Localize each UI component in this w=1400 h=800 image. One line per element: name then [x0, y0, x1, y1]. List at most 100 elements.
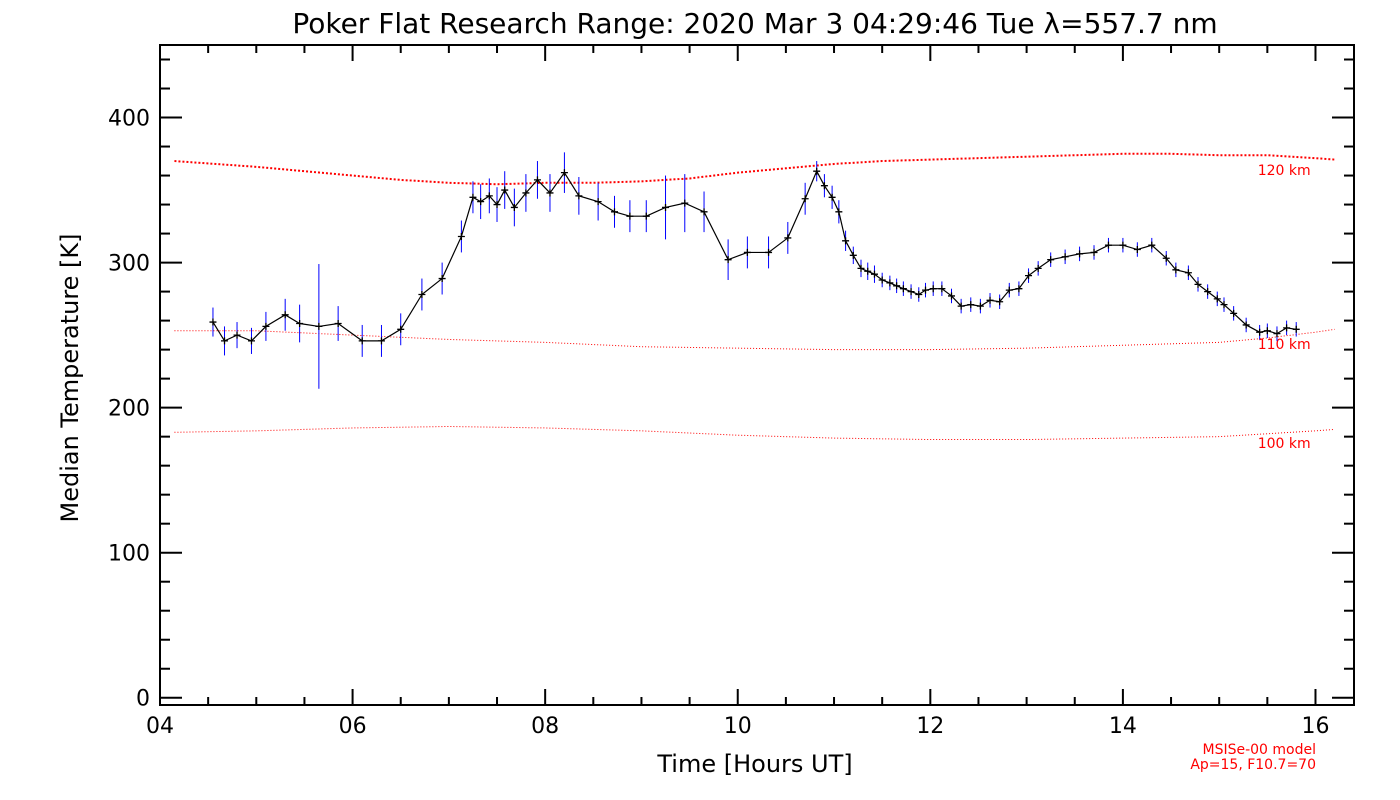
data-point-marker — [828, 193, 836, 201]
data-point-marker — [700, 208, 708, 216]
data-point-marker — [835, 208, 843, 216]
data-point-marker — [1230, 309, 1238, 317]
data-point-marker — [681, 199, 689, 207]
data-point-marker — [986, 296, 994, 304]
model-note-line1: MSISe-00 model — [1202, 742, 1316, 758]
data-point-marker — [1263, 327, 1271, 335]
data-point-marker — [1194, 280, 1202, 288]
data-point-marker — [510, 203, 518, 211]
data-point-marker — [296, 320, 304, 328]
data-point-marker — [813, 167, 821, 175]
data-series — [209, 167, 1300, 345]
data-point-marker — [976, 302, 984, 310]
data-point-marker — [1256, 328, 1264, 336]
data-point-marker — [1076, 250, 1084, 258]
data-point-marker — [1133, 246, 1141, 254]
plot-frame — [159, 44, 1355, 706]
data-point-marker — [1061, 253, 1069, 261]
data-point-marker — [1104, 241, 1112, 249]
data-point-marker — [1034, 264, 1042, 272]
data-point-marker — [1204, 288, 1212, 296]
data-point-marker — [948, 292, 956, 300]
x-axis-label: Time [Hours UT] — [656, 750, 852, 778]
data-point-marker — [1090, 248, 1098, 256]
data-point-marker — [560, 169, 568, 177]
data-point-marker — [878, 276, 886, 284]
data-point-marker — [575, 192, 583, 200]
data-point-marker — [893, 282, 901, 290]
data-point-marker — [929, 285, 937, 293]
data-point-marker — [477, 198, 485, 206]
plot-area-border — [159, 44, 1355, 706]
data-point-marker — [743, 248, 751, 256]
data-point-marker — [469, 193, 477, 201]
data-point-marker — [1047, 256, 1055, 264]
data-point-marker — [209, 318, 217, 326]
data-point-marker — [1119, 241, 1127, 249]
y-tick-label: 100 — [108, 542, 150, 567]
data-point-marker — [662, 203, 670, 211]
data-point-marker — [1213, 295, 1221, 303]
data-point-marker — [610, 208, 618, 216]
temperature-line — [212, 169, 1297, 342]
data-point-marker — [418, 290, 426, 298]
model-curve-100-km — [174, 425, 1335, 441]
data-point-marker — [857, 264, 865, 272]
y-tick-label: 200 — [108, 397, 150, 422]
error-bars — [212, 152, 1297, 389]
chart-title: Poker Flat Research Range: 2020 Mar 3 04… — [292, 7, 1217, 40]
data-point-marker — [233, 331, 241, 339]
x-tick-label: 10 — [724, 714, 752, 739]
data-point-marker — [221, 337, 229, 345]
data-point-marker — [485, 192, 493, 200]
data-point-marker — [849, 251, 857, 259]
data-point-marker — [438, 275, 446, 283]
y-tick-label: 0 — [136, 687, 150, 712]
data-point-marker — [870, 270, 878, 278]
data-point-marker — [281, 311, 289, 319]
x-tick-label: 14 — [1109, 714, 1137, 739]
data-point-marker — [886, 279, 894, 287]
data-point-marker — [899, 285, 907, 293]
model-curve-label: 110 km — [1258, 337, 1311, 353]
data-point-marker — [546, 189, 554, 197]
data-point-marker — [864, 267, 872, 275]
data-point-marker — [1005, 286, 1013, 294]
data-point-marker — [1283, 324, 1291, 332]
data-point-marker — [533, 176, 541, 184]
data-point-marker — [358, 337, 366, 345]
model-curve-120-km — [174, 152, 1335, 186]
data-point-marker — [765, 248, 773, 256]
data-point-marker — [522, 189, 530, 197]
model-curves: 120 km 110 km 100 km — [174, 152, 1335, 452]
x-tick-label: 04 — [146, 714, 174, 739]
data-point-marker — [842, 237, 850, 245]
data-point-marker — [247, 337, 255, 345]
x-tick-label: 08 — [531, 714, 559, 739]
data-point-marker — [1292, 325, 1300, 333]
data-point-marker — [1162, 254, 1170, 262]
data-point-marker — [1184, 269, 1192, 277]
data-point-marker — [724, 256, 732, 264]
data-point-marker — [377, 337, 385, 345]
data-point-marker — [922, 286, 930, 294]
data-point-marker — [1015, 285, 1023, 293]
model-note-line2: Ap=15, F10.7=70 — [1190, 757, 1316, 773]
data-point-marker — [626, 212, 634, 220]
x-tick-label: 16 — [1301, 714, 1329, 739]
data-point-marker — [907, 288, 915, 296]
data-point-marker — [801, 195, 809, 203]
data-point-marker — [594, 198, 602, 206]
x-tick-label: 06 — [339, 714, 367, 739]
model-curve-label: 100 km — [1258, 436, 1311, 452]
data-point-marker — [784, 234, 792, 242]
data-point-marker — [1025, 272, 1033, 280]
data-point-marker — [915, 290, 923, 298]
data-point-marker — [1220, 301, 1228, 309]
data-point-marker — [967, 301, 975, 309]
data-point-marker — [1273, 330, 1281, 338]
y-tick-label: 400 — [108, 107, 150, 132]
data-point-marker — [1172, 266, 1180, 274]
data-point-marker — [1242, 321, 1250, 329]
